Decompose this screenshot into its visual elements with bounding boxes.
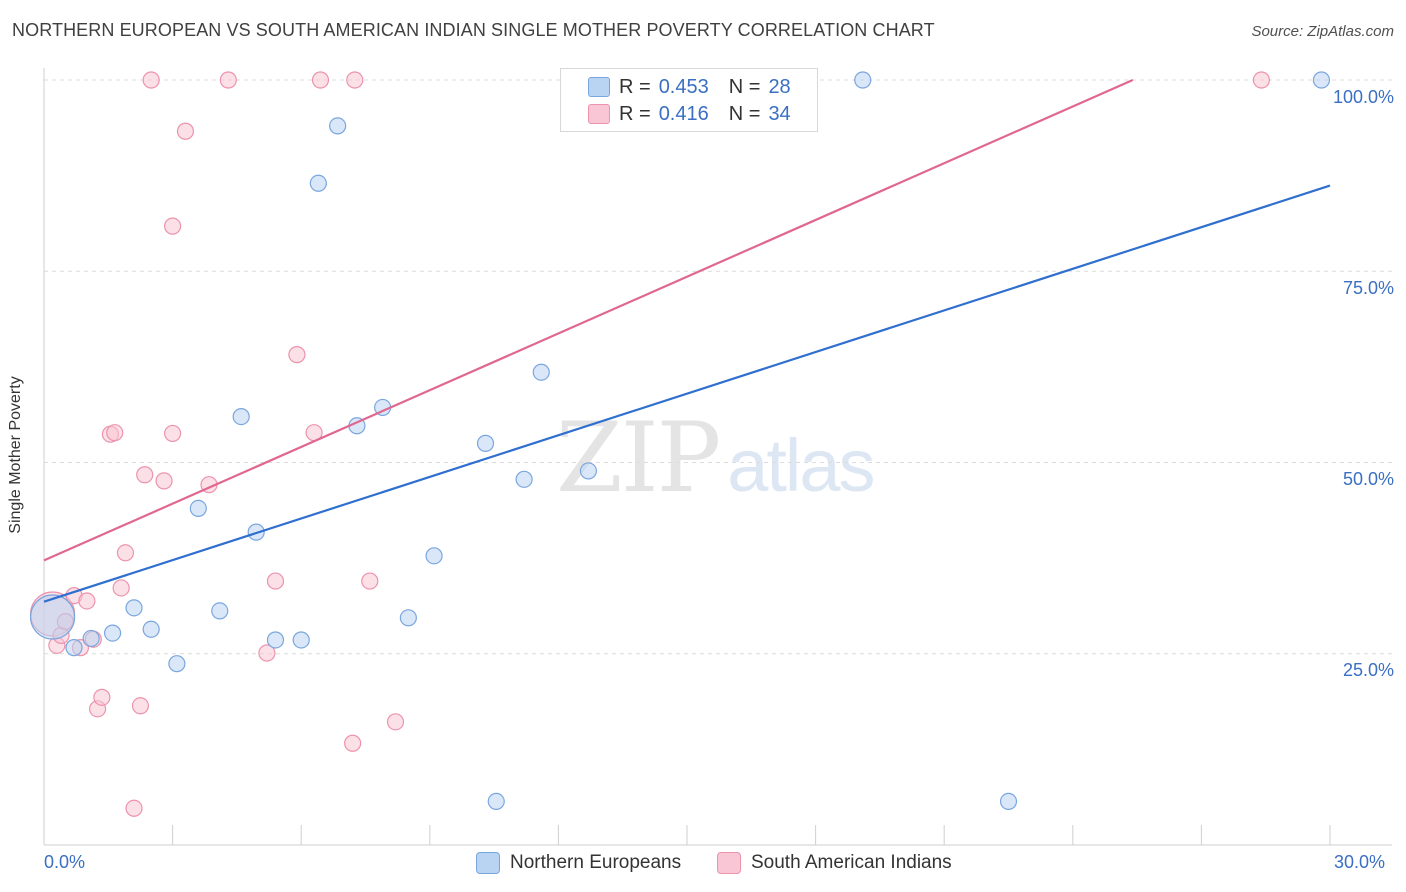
point-pink-15	[131, 697, 150, 715]
point-blue-19	[476, 434, 495, 452]
point-blue-25	[999, 792, 1018, 810]
legend-n-label: N =	[728, 75, 761, 98]
legend-n-value: 28	[768, 75, 791, 98]
trend-line-pink	[43, 78, 1134, 562]
point-blue-26	[1312, 71, 1331, 89]
legend-n-label: N =	[728, 102, 761, 125]
point-blue-4	[125, 599, 143, 617]
legend-r-label: R =	[619, 75, 651, 98]
y-axis-label: Single Mother Poverty	[7, 376, 24, 534]
legend-r-label: R =	[619, 102, 651, 125]
point-blue-18	[425, 547, 443, 565]
point-pink-19	[164, 424, 182, 443]
legend-row-northern-europeans: R = 0.453 N = 28	[619, 76, 791, 98]
x-tick-label-max: 30.0%	[1334, 852, 1386, 872]
point-blue-8	[211, 602, 229, 620]
point-pink-17	[142, 71, 160, 89]
legend-n-value: 34	[768, 102, 791, 125]
y-tick-label-25: 25.0%	[1342, 660, 1394, 680]
legend-swatch-pink	[588, 104, 610, 124]
bottom-legend-northern-europeans: Northern Europeans	[476, 852, 681, 874]
point-blue-20	[487, 792, 505, 810]
legend-row-south-american-indians: R = 0.416 N = 34	[619, 103, 791, 125]
watermark-zip: ZIP	[556, 402, 721, 514]
x-tick-label-min: 0.0%	[44, 852, 86, 872]
point-blue-17	[399, 609, 417, 627]
point-blue-6	[168, 655, 186, 673]
trend-line-blue	[43, 184, 1331, 603]
point-pink-33	[1252, 71, 1271, 89]
y-tick-label-50: 50.0%	[1342, 469, 1394, 489]
y-tick-label-100: 100.0%	[1332, 87, 1394, 107]
point-pink-16	[136, 466, 154, 484]
legend-r-value: 0.416	[658, 102, 709, 125]
watermark-atlas: atlas	[727, 424, 875, 507]
point-blue-3	[103, 624, 122, 642]
point-pink-20	[164, 217, 182, 235]
point-pink-25	[266, 572, 285, 590]
bottom-legend-south-american-indians: South American Indians	[717, 852, 952, 874]
watermark: ZIP atlas	[556, 402, 876, 514]
point-blue-22	[532, 363, 550, 381]
bottom-legend-swatch-blue	[476, 852, 500, 874]
point-pink-18	[155, 472, 173, 490]
chart-title: NORTHERN EUROPEAN VS SOUTH AMERICAN INDI…	[12, 20, 935, 40]
bottom-legend-label: Northern Europeans	[510, 852, 682, 873]
point-blue-9	[232, 408, 250, 426]
y-tick-label-75: 75.0%	[1342, 278, 1394, 298]
point-pink-29	[344, 734, 362, 752]
bottom-legend-swatch-pink	[717, 852, 741, 874]
point-blue-24	[854, 71, 872, 89]
point-blue-11	[266, 631, 285, 649]
point-blue-0	[29, 594, 76, 640]
stats-legend: R = 0.453 N = 28 R = 0.416 N = 34	[560, 68, 818, 132]
point-blue-7	[189, 499, 207, 517]
point-blue-23	[579, 462, 598, 480]
chart-source: Source: ZipAtlas.com	[1251, 23, 1394, 40]
point-blue-5	[142, 620, 160, 638]
point-pink-14	[125, 799, 143, 817]
point-pink-9	[93, 688, 111, 706]
point-pink-11	[106, 424, 124, 442]
legend-r-value: 0.453	[658, 75, 709, 98]
point-pink-28	[311, 71, 330, 89]
point-blue-21	[515, 470, 533, 488]
legend-swatch-blue	[588, 77, 610, 97]
point-pink-6	[78, 592, 96, 610]
point-blue-12	[292, 631, 310, 649]
point-pink-24	[258, 644, 276, 662]
point-pink-26	[288, 346, 306, 364]
point-pink-32	[386, 713, 405, 731]
bottom-legend-label: South American Indians	[751, 852, 952, 873]
point-pink-13	[116, 544, 135, 562]
point-blue-13	[309, 174, 327, 192]
point-blue-1	[65, 639, 83, 657]
point-pink-23	[219, 71, 237, 89]
point-pink-12	[112, 579, 130, 597]
point-pink-30	[346, 71, 364, 89]
point-pink-31	[361, 572, 379, 590]
point-blue-14	[329, 117, 347, 135]
point-pink-21	[176, 122, 195, 140]
point-blue-2	[82, 629, 100, 648]
